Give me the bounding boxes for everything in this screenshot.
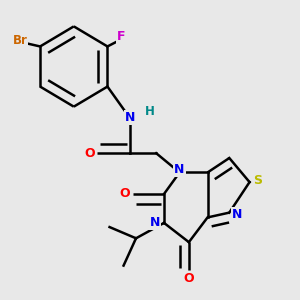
Text: O: O (184, 272, 194, 285)
Text: N: N (232, 208, 242, 221)
Text: Br: Br (13, 34, 27, 46)
Text: N: N (149, 216, 160, 230)
Text: N: N (124, 111, 135, 124)
Text: F: F (117, 30, 126, 43)
Text: H: H (145, 105, 155, 118)
Text: O: O (84, 147, 95, 160)
Text: S: S (253, 174, 262, 187)
Text: N: N (174, 163, 185, 176)
Text: O: O (120, 188, 130, 200)
